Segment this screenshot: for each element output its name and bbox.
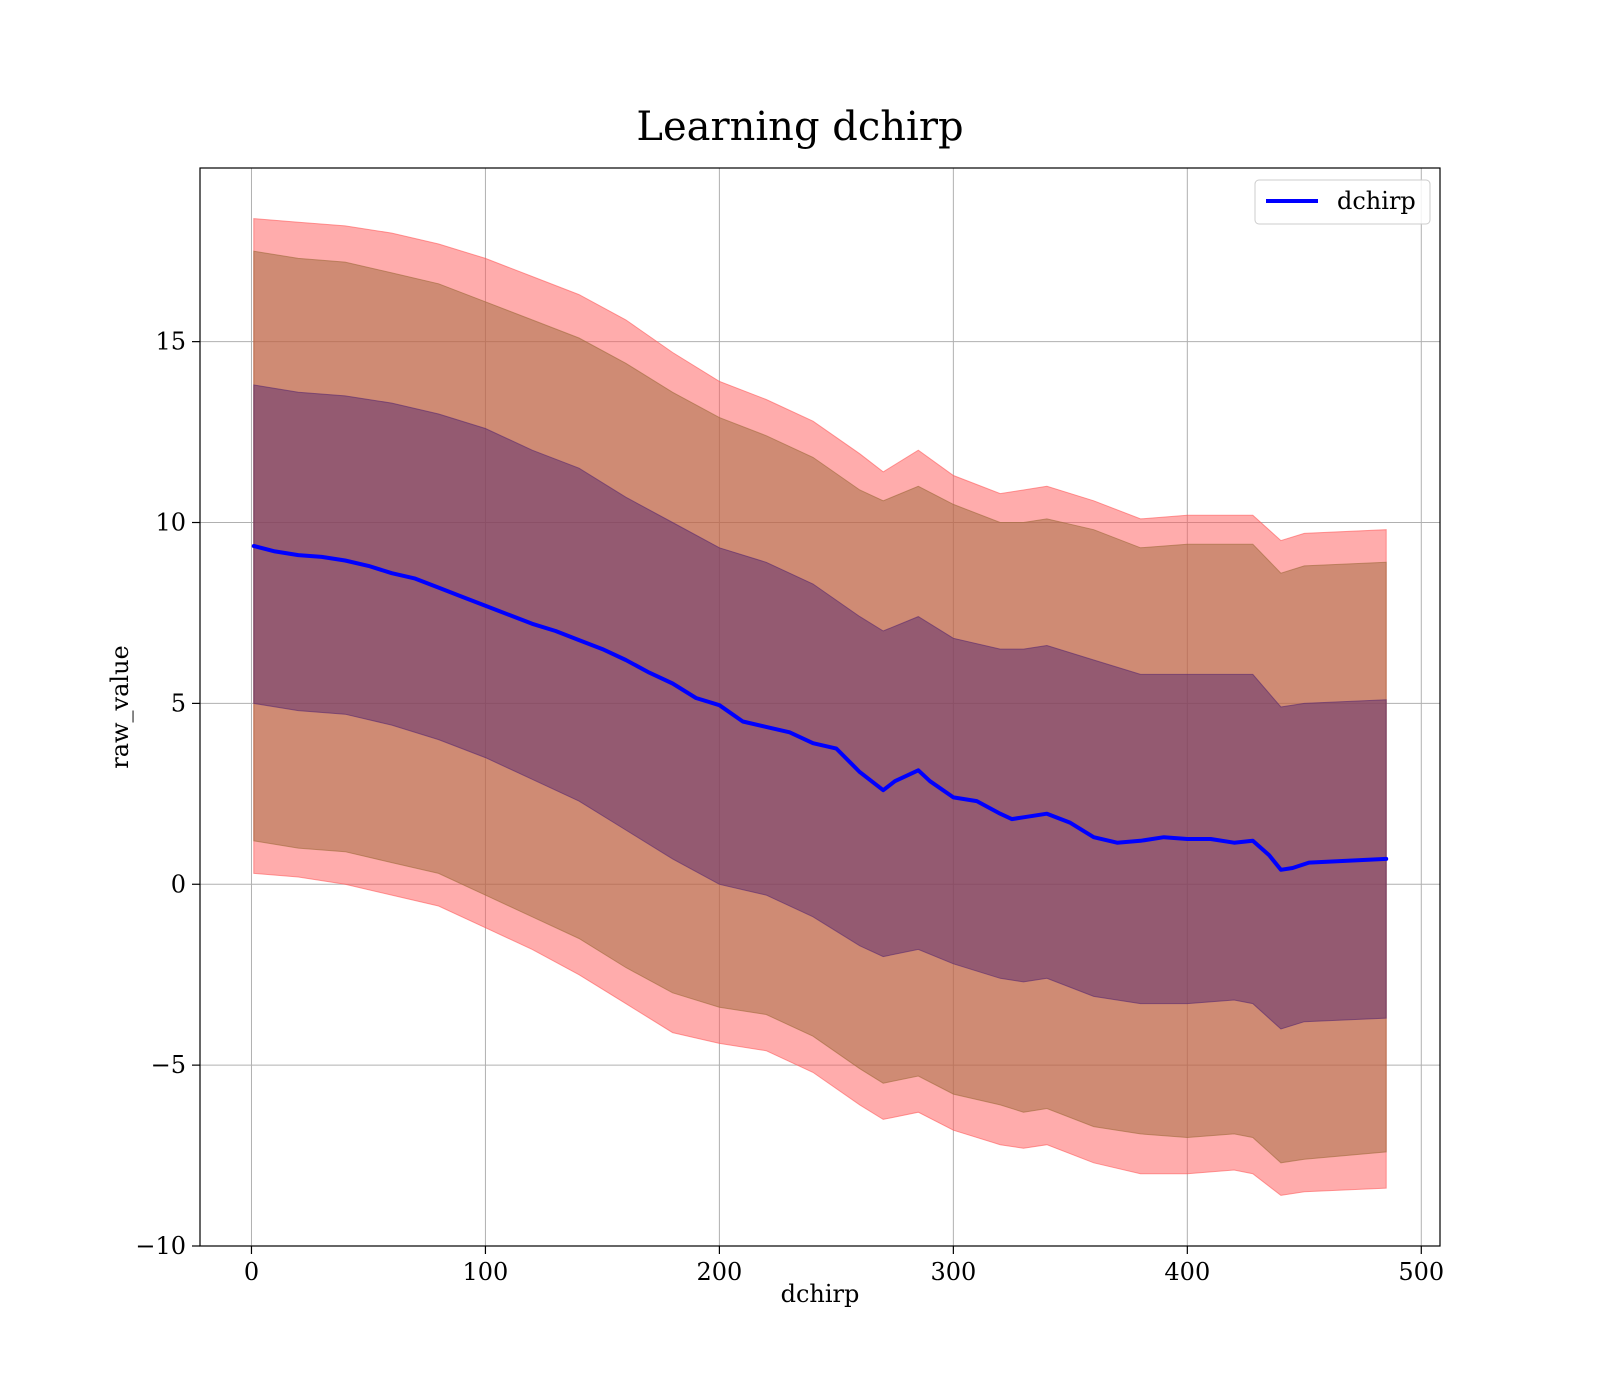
x-tick-label: 0 [244,1258,259,1286]
y-axis-label: raw_value [106,645,134,769]
x-tick-label: 200 [696,1258,742,1286]
chart-title: Learning dchirp [636,104,963,150]
y-tick-label: 10 [155,509,186,537]
band-inner [253,384,1387,1030]
x-tick-label: 100 [463,1258,509,1286]
tick-layer: 0 100 200 300 400 500 −10 −5 0 5 10 15 [135,328,1444,1286]
x-axis-label: dchirp [781,1280,860,1308]
line-layer [251,544,1389,872]
band-layer [253,218,1387,1196]
x-tick-label: 400 [1164,1258,1210,1286]
legend-label: dchirp [1337,187,1416,215]
y-tick-label: −5 [151,1051,186,1079]
y-tick-label: 5 [171,689,186,717]
legend: dchirp [1254,179,1431,225]
y-tick-label: 15 [155,328,186,356]
x-tick-label: 300 [930,1258,976,1286]
series-line-dchirp [251,544,1389,872]
x-tick-label: 500 [1398,1258,1444,1286]
y-tick-label: −10 [135,1232,186,1260]
plot-frame [199,167,1441,1247]
y-tick-label: 0 [171,870,186,898]
legend-box [1254,179,1431,225]
